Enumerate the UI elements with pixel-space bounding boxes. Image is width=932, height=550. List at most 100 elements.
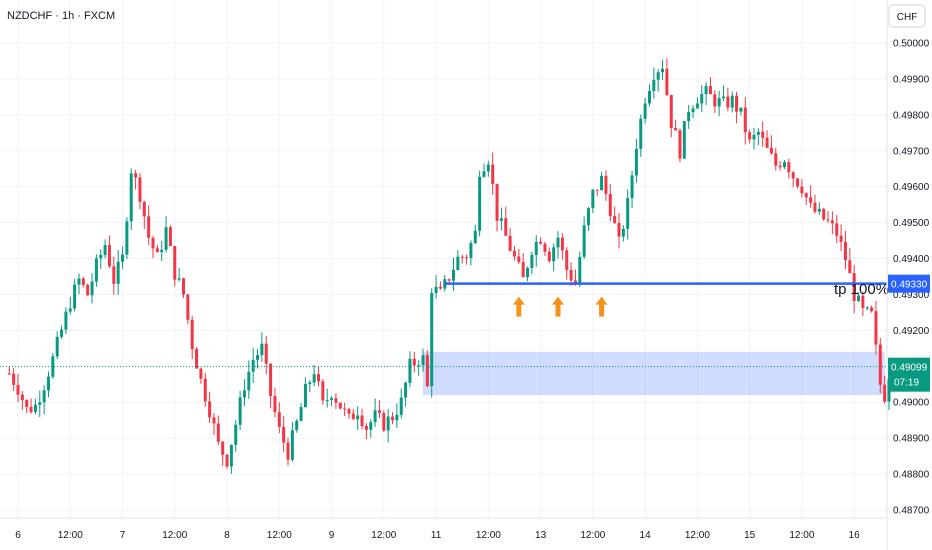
candle-body — [456, 256, 460, 270]
candle-body — [7, 373, 11, 375]
candle-body — [848, 260, 852, 274]
candle-body — [865, 307, 869, 309]
up-arrow-icon — [595, 296, 608, 317]
candle-body — [38, 402, 42, 405]
candle-body — [508, 235, 512, 251]
candle-body — [491, 164, 495, 184]
candle-body — [765, 137, 769, 148]
candle-body — [748, 132, 752, 140]
x-tick-label: 12:00 — [371, 530, 396, 541]
candle-body — [33, 404, 37, 412]
candle-body — [499, 218, 503, 221]
candle-body — [321, 381, 325, 401]
candle-body — [565, 250, 569, 270]
candle-body — [234, 424, 238, 445]
candle-body — [787, 162, 791, 173]
zone-rect — [423, 351, 885, 396]
candle-body — [86, 284, 90, 296]
candle-body — [103, 244, 107, 256]
x-tick-label: 12:00 — [58, 530, 83, 541]
candle-body — [438, 286, 442, 289]
candle-body — [700, 94, 704, 104]
candle-body — [273, 396, 277, 413]
candle-body — [16, 384, 20, 395]
candle-body — [186, 294, 190, 320]
candle-body — [347, 409, 351, 414]
candle-body — [813, 202, 817, 212]
candle-body — [199, 368, 203, 379]
candle-body — [330, 398, 334, 400]
x-tick-label: 13 — [535, 530, 547, 541]
candle-body — [613, 216, 617, 223]
candle-body — [857, 295, 861, 301]
candle-body — [843, 241, 847, 261]
candle-body — [351, 413, 355, 420]
candle-body — [521, 262, 525, 278]
candle-body — [704, 86, 708, 95]
x-tick-label: 12:00 — [267, 530, 292, 541]
x-tick-label: 12:00 — [580, 530, 605, 541]
candle-body — [121, 254, 125, 262]
x-tick-label: 6 — [15, 530, 21, 541]
candle-body — [369, 422, 373, 430]
candle-body — [452, 269, 455, 281]
candle-body — [386, 416, 390, 431]
candle-body — [852, 273, 856, 301]
candle-body — [377, 410, 381, 413]
candle-body — [77, 278, 81, 285]
candle-body — [312, 374, 316, 383]
candle-body — [168, 227, 172, 247]
candle-body — [573, 280, 577, 285]
candle-body — [822, 208, 826, 220]
candle-body — [604, 175, 608, 194]
candle-body — [569, 269, 573, 281]
candle-body — [804, 193, 808, 198]
candle-body — [578, 256, 582, 285]
candle-body — [761, 131, 765, 138]
candle-body — [391, 416, 395, 421]
currency-button-label: CHF — [897, 12, 918, 23]
candle-body — [643, 103, 647, 119]
candle-body — [286, 442, 290, 460]
x-tick-label: 11 — [431, 530, 442, 541]
candle-body — [373, 410, 377, 423]
candle-body — [20, 394, 24, 401]
candle-body — [303, 384, 307, 408]
current-price-tag-text: 0.49099 — [891, 363, 928, 374]
candle-body — [81, 278, 85, 285]
candle-body — [421, 355, 425, 366]
candle-body — [364, 426, 368, 430]
tp-label: tp 100% — [834, 281, 889, 298]
candle-body — [308, 382, 312, 385]
candle-body — [830, 220, 834, 224]
x-tick-label: 9 — [329, 530, 335, 541]
y-tick-label: 0.49700 — [893, 146, 930, 157]
candle-body — [12, 373, 16, 385]
candle-body — [743, 107, 747, 133]
currency-button[interactable] — [888, 4, 926, 28]
candle-body — [295, 420, 299, 431]
y-tick-label: 0.49900 — [893, 74, 930, 85]
candle-body — [517, 256, 521, 263]
candle-body — [430, 293, 434, 387]
candle-body — [730, 95, 734, 108]
candle-body — [796, 178, 800, 187]
x-tick-label: 15 — [744, 530, 756, 541]
grid-lines — [0, 0, 887, 518]
time-axis[interactable]: 6 12:00 7 12:00 8 12:00 9 12:00 11 12:00 13 12:00 14… — [15, 530, 860, 541]
candle-body — [591, 189, 595, 209]
candle-body — [774, 153, 778, 166]
candle-body — [552, 247, 556, 262]
y-tick-label: 0.48700 — [893, 506, 930, 517]
candle-body — [173, 246, 177, 280]
price-axis[interactable]: 0.50000 0.49900 0.49800 0.49700 0.49600 0.495… — [893, 39, 930, 517]
candle-body — [343, 408, 347, 410]
y-tick-label: 0.48800 — [893, 470, 930, 481]
candle-body — [129, 173, 133, 222]
candle-body — [164, 227, 168, 250]
candle-body — [68, 308, 72, 312]
candle-body — [826, 219, 830, 221]
x-tick-label: 7 — [120, 530, 126, 541]
x-tick-label: 12:00 — [685, 530, 710, 541]
